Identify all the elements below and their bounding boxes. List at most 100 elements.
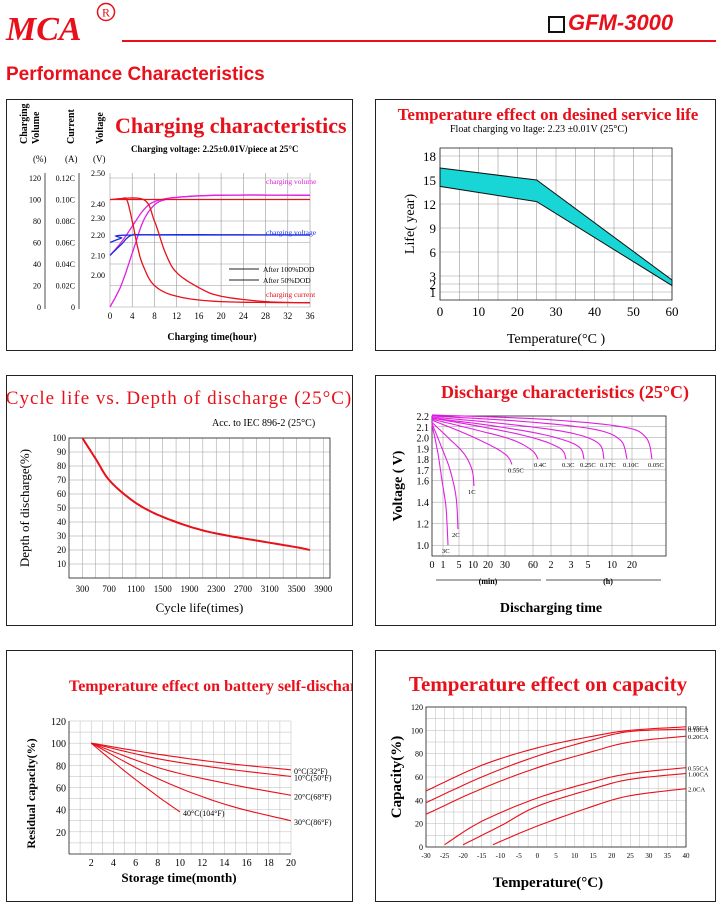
- x-tick-label: 0: [437, 304, 444, 319]
- x-tick-label: 300: [76, 584, 90, 594]
- series-end-label: 0.20CA: [688, 734, 709, 741]
- voltage-tick-label: 2.20: [91, 231, 105, 240]
- x-tick-label: 2700: [234, 584, 253, 594]
- y-tick-label: 120: [411, 703, 423, 712]
- current-tick-label: 0.04C: [56, 260, 75, 269]
- current-tick-label: 0.08C: [56, 217, 75, 226]
- x-axis-label: Cycle life(times): [156, 600, 244, 615]
- volume-tick-label: 60: [33, 239, 41, 248]
- chart-title: Temperature effect on desined service li…: [398, 105, 699, 124]
- y-tick-label: 1.8: [417, 455, 430, 466]
- x-tick-label: -10: [496, 852, 506, 860]
- x-tick-label: 1900: [180, 584, 199, 594]
- series-line: [431, 417, 585, 460]
- series-end-label: 3C: [442, 548, 450, 555]
- x-tick-label: 6: [133, 858, 138, 869]
- current-tick-label: 0.02C: [56, 282, 75, 291]
- y-tick-label: 10: [57, 559, 67, 569]
- x-axis-label: Storage time(month): [121, 870, 236, 885]
- x-tick-label: 30: [500, 560, 510, 571]
- series-end-label: 0.10CA: [688, 727, 709, 734]
- y-tick-label: 20: [57, 545, 67, 555]
- chart-title: Charging characteristics: [115, 113, 347, 138]
- series-line: [444, 767, 687, 846]
- axis-header: Current: [66, 109, 77, 144]
- x-axis-label: Temperature(°C ): [507, 332, 606, 347]
- x-tick-label: 20: [483, 560, 493, 571]
- x-tick-label: 20: [217, 311, 227, 321]
- y-tick-label: 18: [423, 149, 436, 164]
- series-end-label: 30°C(86°F): [294, 818, 332, 827]
- x-tick-label: 3500: [288, 584, 307, 594]
- x-axis-label: Temperature(°C): [493, 875, 603, 891]
- series-line: [431, 414, 653, 460]
- x-tick-label: -5: [516, 852, 522, 860]
- y-tick-label: 1: [430, 285, 437, 300]
- series-line: [91, 742, 292, 777]
- x-tick-label: 10: [571, 852, 579, 860]
- y-tick-label: 80: [57, 461, 67, 471]
- panel-charging: Charging characteristics Charging voltage…: [6, 99, 353, 351]
- x-tick-label: 20: [627, 560, 637, 571]
- series-annotation: charging voltage: [266, 228, 317, 237]
- chart-subtitle: Acc. to IEC 896-2 (25°C): [212, 418, 315, 429]
- panel-capacity: Temperature effect on capacity 0 20 40 60 80 1…: [375, 650, 716, 902]
- x-tick-label: 16: [194, 311, 204, 321]
- series-line: [431, 415, 628, 460]
- y-tick-label: 50: [57, 503, 67, 513]
- y-tick-label: 20: [415, 820, 423, 829]
- y-tick-label: 30: [57, 531, 67, 541]
- x-tick-label: 30: [645, 852, 653, 860]
- y-tick-label: 12: [423, 197, 436, 212]
- y-tick-label: 15: [423, 173, 436, 188]
- y-tick-label: 1.0: [417, 541, 430, 552]
- voltage-tick-label: 2.00: [91, 271, 105, 280]
- series-line: [431, 422, 475, 487]
- y-axis-label: Depth of discharge(%): [17, 449, 32, 567]
- series-line: [120, 197, 310, 304]
- header-rule: [122, 40, 716, 42]
- volume-tick-label: 20: [33, 282, 41, 291]
- x-tick-label: 12: [197, 858, 207, 869]
- series-line: [462, 772, 687, 846]
- current-tick-label: 0.10C: [56, 196, 75, 205]
- voltage-tick-label: 2.10: [91, 251, 105, 260]
- x-tick-label: 20: [511, 304, 524, 319]
- x-tick-label: 2300: [207, 584, 226, 594]
- axis-header: Voltage: [95, 112, 106, 144]
- section-title: Performance Characteristics: [6, 64, 265, 85]
- y-tick-label: 60: [57, 489, 67, 499]
- current-tick-label: 0.06C: [56, 239, 75, 248]
- cycle-life-chart: Cycle life vs. Depth of discharge (25°C)…: [6, 388, 351, 615]
- y-tick-label: 90: [57, 447, 67, 457]
- panel-self-discharge: Temperature effect on battery self-disch…: [6, 650, 372, 902]
- capacity-chart: Temperature effect on capacity 0 20 40 60 80 1…: [389, 672, 709, 891]
- y-tick-label: 2.2: [417, 412, 430, 423]
- x-tick-label: 28: [261, 311, 271, 321]
- y-tick-label: 70: [57, 475, 67, 485]
- series-end-label: 0.3C: [562, 462, 574, 469]
- x-tick-label: 40: [588, 304, 601, 319]
- x-tick-label: 3: [569, 560, 574, 571]
- chart-title: Temperature effect on capacity: [409, 672, 688, 696]
- checkbox-icon: [548, 16, 565, 33]
- x-tick-label: 1100: [127, 584, 145, 594]
- y-axis-label: Capacity(%): [389, 736, 405, 819]
- x-tick-label: 10: [472, 304, 485, 319]
- x-tick-label: -20: [458, 852, 468, 860]
- x-tick-label: 8: [155, 858, 160, 869]
- series-line: [431, 418, 539, 460]
- x-tick-label: 10: [175, 858, 185, 869]
- volume-tick-label: 40: [33, 260, 41, 269]
- plot-frame: [431, 415, 667, 557]
- chart-title: Discharge characteristics (25°C): [441, 382, 689, 403]
- series-line: [492, 788, 687, 846]
- y-tick-label: 40: [57, 517, 67, 527]
- series-end-label: 2C: [452, 532, 460, 539]
- volume-tick-label: 80: [33, 217, 41, 226]
- x-tick-label: 5: [586, 560, 591, 571]
- x-tick-label: 10: [607, 560, 617, 571]
- series-line: [431, 423, 459, 530]
- series-line: [109, 234, 310, 244]
- series-end-label: 0.55C: [508, 467, 524, 474]
